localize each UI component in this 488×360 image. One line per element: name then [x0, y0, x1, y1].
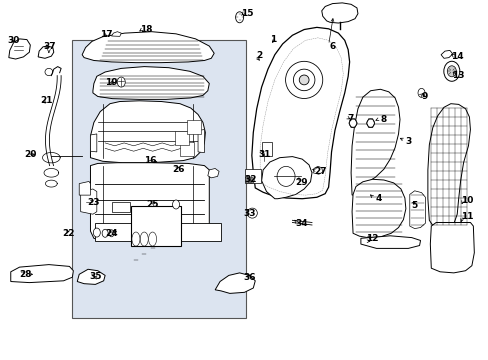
Ellipse shape [277, 166, 294, 186]
Polygon shape [111, 32, 121, 36]
Polygon shape [77, 269, 105, 284]
Bar [245, 169, 261, 183]
Text: 16: 16 [144, 156, 157, 165]
Ellipse shape [117, 77, 125, 87]
Polygon shape [321, 3, 357, 23]
Text: 23: 23 [87, 198, 100, 207]
Text: 9: 9 [420, 92, 427, 101]
Ellipse shape [148, 232, 156, 246]
Bar [166, 223, 221, 241]
Ellipse shape [248, 177, 252, 183]
Polygon shape [427, 104, 469, 230]
Text: 29: 29 [294, 179, 307, 188]
Text: 27: 27 [314, 167, 326, 176]
Polygon shape [366, 119, 374, 127]
Text: 31: 31 [258, 150, 271, 159]
Bar [261, 141, 271, 156]
Bar [131, 206, 181, 246]
Text: 28: 28 [19, 270, 32, 279]
Ellipse shape [417, 89, 424, 98]
Polygon shape [360, 236, 420, 248]
Text: 30: 30 [7, 36, 20, 45]
Ellipse shape [140, 232, 148, 246]
Text: 26: 26 [172, 165, 185, 174]
Polygon shape [11, 265, 73, 283]
Polygon shape [90, 163, 209, 240]
Ellipse shape [172, 200, 179, 209]
Bar [180, 141, 194, 156]
Text: 3: 3 [405, 137, 411, 146]
Text: 17: 17 [100, 30, 113, 39]
Text: 18: 18 [140, 25, 153, 34]
Polygon shape [409, 191, 425, 229]
Text: 22: 22 [62, 229, 75, 238]
Ellipse shape [109, 230, 114, 237]
Bar [72, 40, 245, 318]
Text: 32: 32 [244, 175, 256, 184]
Polygon shape [198, 130, 204, 153]
Ellipse shape [443, 61, 459, 81]
Polygon shape [90, 101, 205, 163]
Polygon shape [38, 46, 54, 58]
Polygon shape [261, 157, 311, 199]
Polygon shape [251, 27, 349, 199]
Text: 24: 24 [105, 229, 118, 238]
Text: 13: 13 [451, 71, 464, 80]
Polygon shape [93, 67, 209, 99]
Ellipse shape [250, 177, 254, 183]
Bar [175, 131, 189, 145]
Text: 25: 25 [146, 200, 159, 209]
Text: 14: 14 [450, 53, 463, 62]
Polygon shape [215, 273, 255, 293]
Text: 11: 11 [460, 212, 473, 220]
Text: 2: 2 [256, 51, 262, 60]
Bar [95, 223, 150, 241]
Text: 36: 36 [243, 274, 255, 282]
Polygon shape [79, 181, 90, 195]
Polygon shape [90, 134, 97, 152]
Text: 35: 35 [89, 272, 102, 281]
Ellipse shape [245, 177, 249, 183]
Text: 4: 4 [374, 194, 381, 203]
Ellipse shape [235, 12, 243, 23]
Text: 1: 1 [269, 35, 275, 44]
Text: 37: 37 [43, 42, 56, 51]
Ellipse shape [447, 66, 455, 77]
Text: 6: 6 [329, 42, 335, 51]
Text: 12: 12 [366, 234, 378, 243]
Polygon shape [82, 32, 214, 63]
Bar [112, 202, 130, 212]
Text: 33: 33 [243, 209, 255, 217]
Polygon shape [351, 179, 405, 238]
Polygon shape [81, 189, 97, 214]
Polygon shape [9, 39, 30, 59]
Text: 15: 15 [241, 9, 253, 18]
Text: 20: 20 [24, 150, 37, 159]
Circle shape [299, 75, 308, 85]
Ellipse shape [102, 229, 108, 237]
Bar [186, 120, 201, 134]
Text: 7: 7 [346, 114, 353, 122]
Ellipse shape [132, 232, 140, 246]
Polygon shape [429, 222, 473, 273]
Text: 10: 10 [460, 197, 473, 205]
Text: 8: 8 [380, 115, 386, 124]
Text: 19: 19 [105, 78, 118, 87]
Polygon shape [312, 166, 322, 174]
Text: 5: 5 [411, 202, 417, 211]
Polygon shape [440, 50, 452, 58]
Ellipse shape [93, 228, 100, 237]
Polygon shape [207, 168, 219, 178]
Text: 34: 34 [294, 220, 307, 229]
Polygon shape [348, 119, 356, 127]
Polygon shape [350, 89, 399, 195]
Text: 21: 21 [41, 96, 53, 105]
